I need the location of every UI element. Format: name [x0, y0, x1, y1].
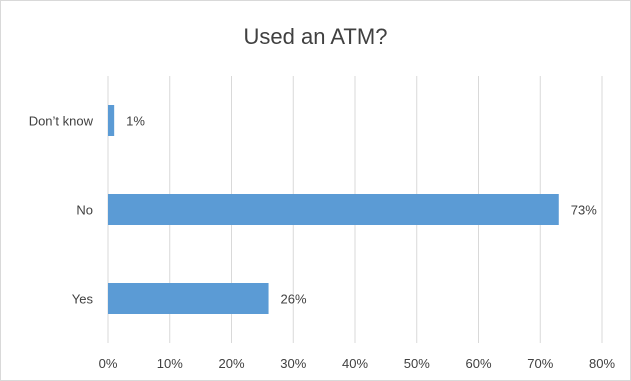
data-label: 26%	[281, 292, 307, 307]
data-label: 73%	[571, 203, 597, 218]
x-tick-label: 40%	[342, 356, 368, 371]
x-tick-label: 0%	[99, 356, 118, 371]
data-label: 1%	[126, 114, 145, 129]
x-tick-label: 50%	[404, 356, 430, 371]
category-label: No	[76, 203, 93, 218]
x-tick-label: 80%	[589, 356, 615, 371]
x-tick-label: 70%	[527, 356, 553, 371]
bar	[108, 283, 269, 314]
x-tick-label: 60%	[465, 356, 491, 371]
bar	[108, 194, 559, 225]
x-tick-label: 10%	[157, 356, 183, 371]
bar	[108, 105, 115, 136]
x-tick-label: 20%	[218, 356, 244, 371]
category-label: Don’t know	[29, 114, 94, 129]
x-tick-label: 30%	[280, 356, 306, 371]
chart-title: Used an ATM?	[243, 24, 388, 49]
category-label: Yes	[72, 292, 94, 307]
